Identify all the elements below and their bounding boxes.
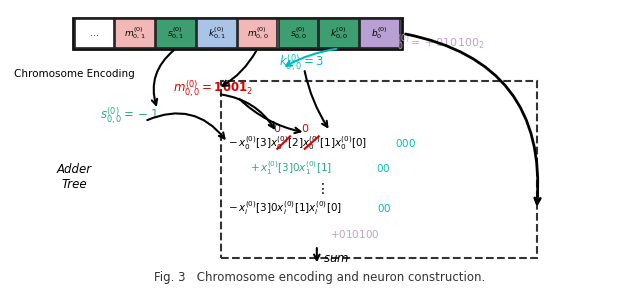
- Text: $s^{(0)}_{0,1}$: $s^{(0)}_{0,1}$: [167, 26, 185, 41]
- Text: Fig. 3   Chromosome encoding and neuron construction.: Fig. 3 Chromosome encoding and neuron co…: [154, 271, 486, 284]
- Text: $-\,x^{(0)}_i[3]0x^{(0)}_i[1]x^{(0)}_i[0]$: $-\,x^{(0)}_i[3]0x^{(0)}_i[1]x^{(0)}_i[0…: [228, 199, 342, 217]
- Text: $k^{(0)}_{0,0} = 3$: $k^{(0)}_{0,0} = 3$: [278, 52, 323, 73]
- Text: $m^{(0)}_{0,0} = \mathbf{1001}_2$: $m^{(0)}_{0,0} = \mathbf{1001}_2$: [173, 78, 253, 99]
- Bar: [73, 18, 401, 49]
- Bar: [278, 18, 318, 48]
- Text: $-\,x^{(0)}_0[3]x^{(0)}_0[2]x^{(0)}_0[1]x^{(0)}_0[0]$: $-\,x^{(0)}_0[3]x^{(0)}_0[2]x^{(0)}_0[1]…: [228, 134, 367, 151]
- Text: $s^{(0)}_{0,0}$: $s^{(0)}_{0,0}$: [289, 26, 307, 41]
- Text: $m^{(0)}_{0,1}$: $m^{(0)}_{0,1}$: [124, 26, 146, 41]
- Text: $0$: $0$: [301, 122, 310, 134]
- Bar: [156, 18, 196, 48]
- Text: $k^{(0)}_{0,0}$: $k^{(0)}_{0,0}$: [330, 26, 348, 41]
- Bar: [115, 18, 155, 48]
- Text: $\ldots$: $\ldots$: [90, 29, 99, 38]
- Bar: [360, 18, 399, 48]
- Text: $\mathit{sum}$: $\mathit{sum}$: [323, 252, 349, 265]
- Text: $s^{(0)}_{0,0} = -1$: $s^{(0)}_{0,0} = -1$: [100, 105, 159, 126]
- Text: $+010100$: $+010100$: [330, 228, 379, 240]
- Text: $m^{(0)}_{0,0}$: $m^{(0)}_{0,0}$: [247, 26, 268, 41]
- Text: $\hat{b}^{(0)}_0 = +010100_2$: $\hat{b}^{(0)}_0 = +010100_2$: [390, 33, 484, 52]
- Bar: [221, 81, 537, 258]
- Text: $00$: $00$: [378, 202, 392, 214]
- Text: Adder
Tree: Adder Tree: [57, 163, 92, 191]
- Bar: [197, 18, 237, 48]
- Text: $+\,x^{(0)}_1[3]0x^{(0)}_1[1]$: $+\,x^{(0)}_1[3]0x^{(0)}_1[1]$: [250, 159, 332, 177]
- Text: $0$: $0$: [273, 122, 281, 134]
- Bar: [319, 18, 359, 48]
- Text: $000$: $000$: [395, 137, 416, 149]
- Text: $k^{(0)}_{0,1}$: $k^{(0)}_{0,1}$: [208, 26, 226, 41]
- Bar: [75, 18, 114, 48]
- Text: $00$: $00$: [376, 162, 390, 174]
- Bar: [238, 18, 277, 48]
- Text: Chromosome Encoding: Chromosome Encoding: [14, 69, 135, 79]
- Text: $b^{(0)}_0$: $b^{(0)}_0$: [371, 26, 388, 41]
- Text: $\vdots$: $\vdots$: [315, 181, 325, 196]
